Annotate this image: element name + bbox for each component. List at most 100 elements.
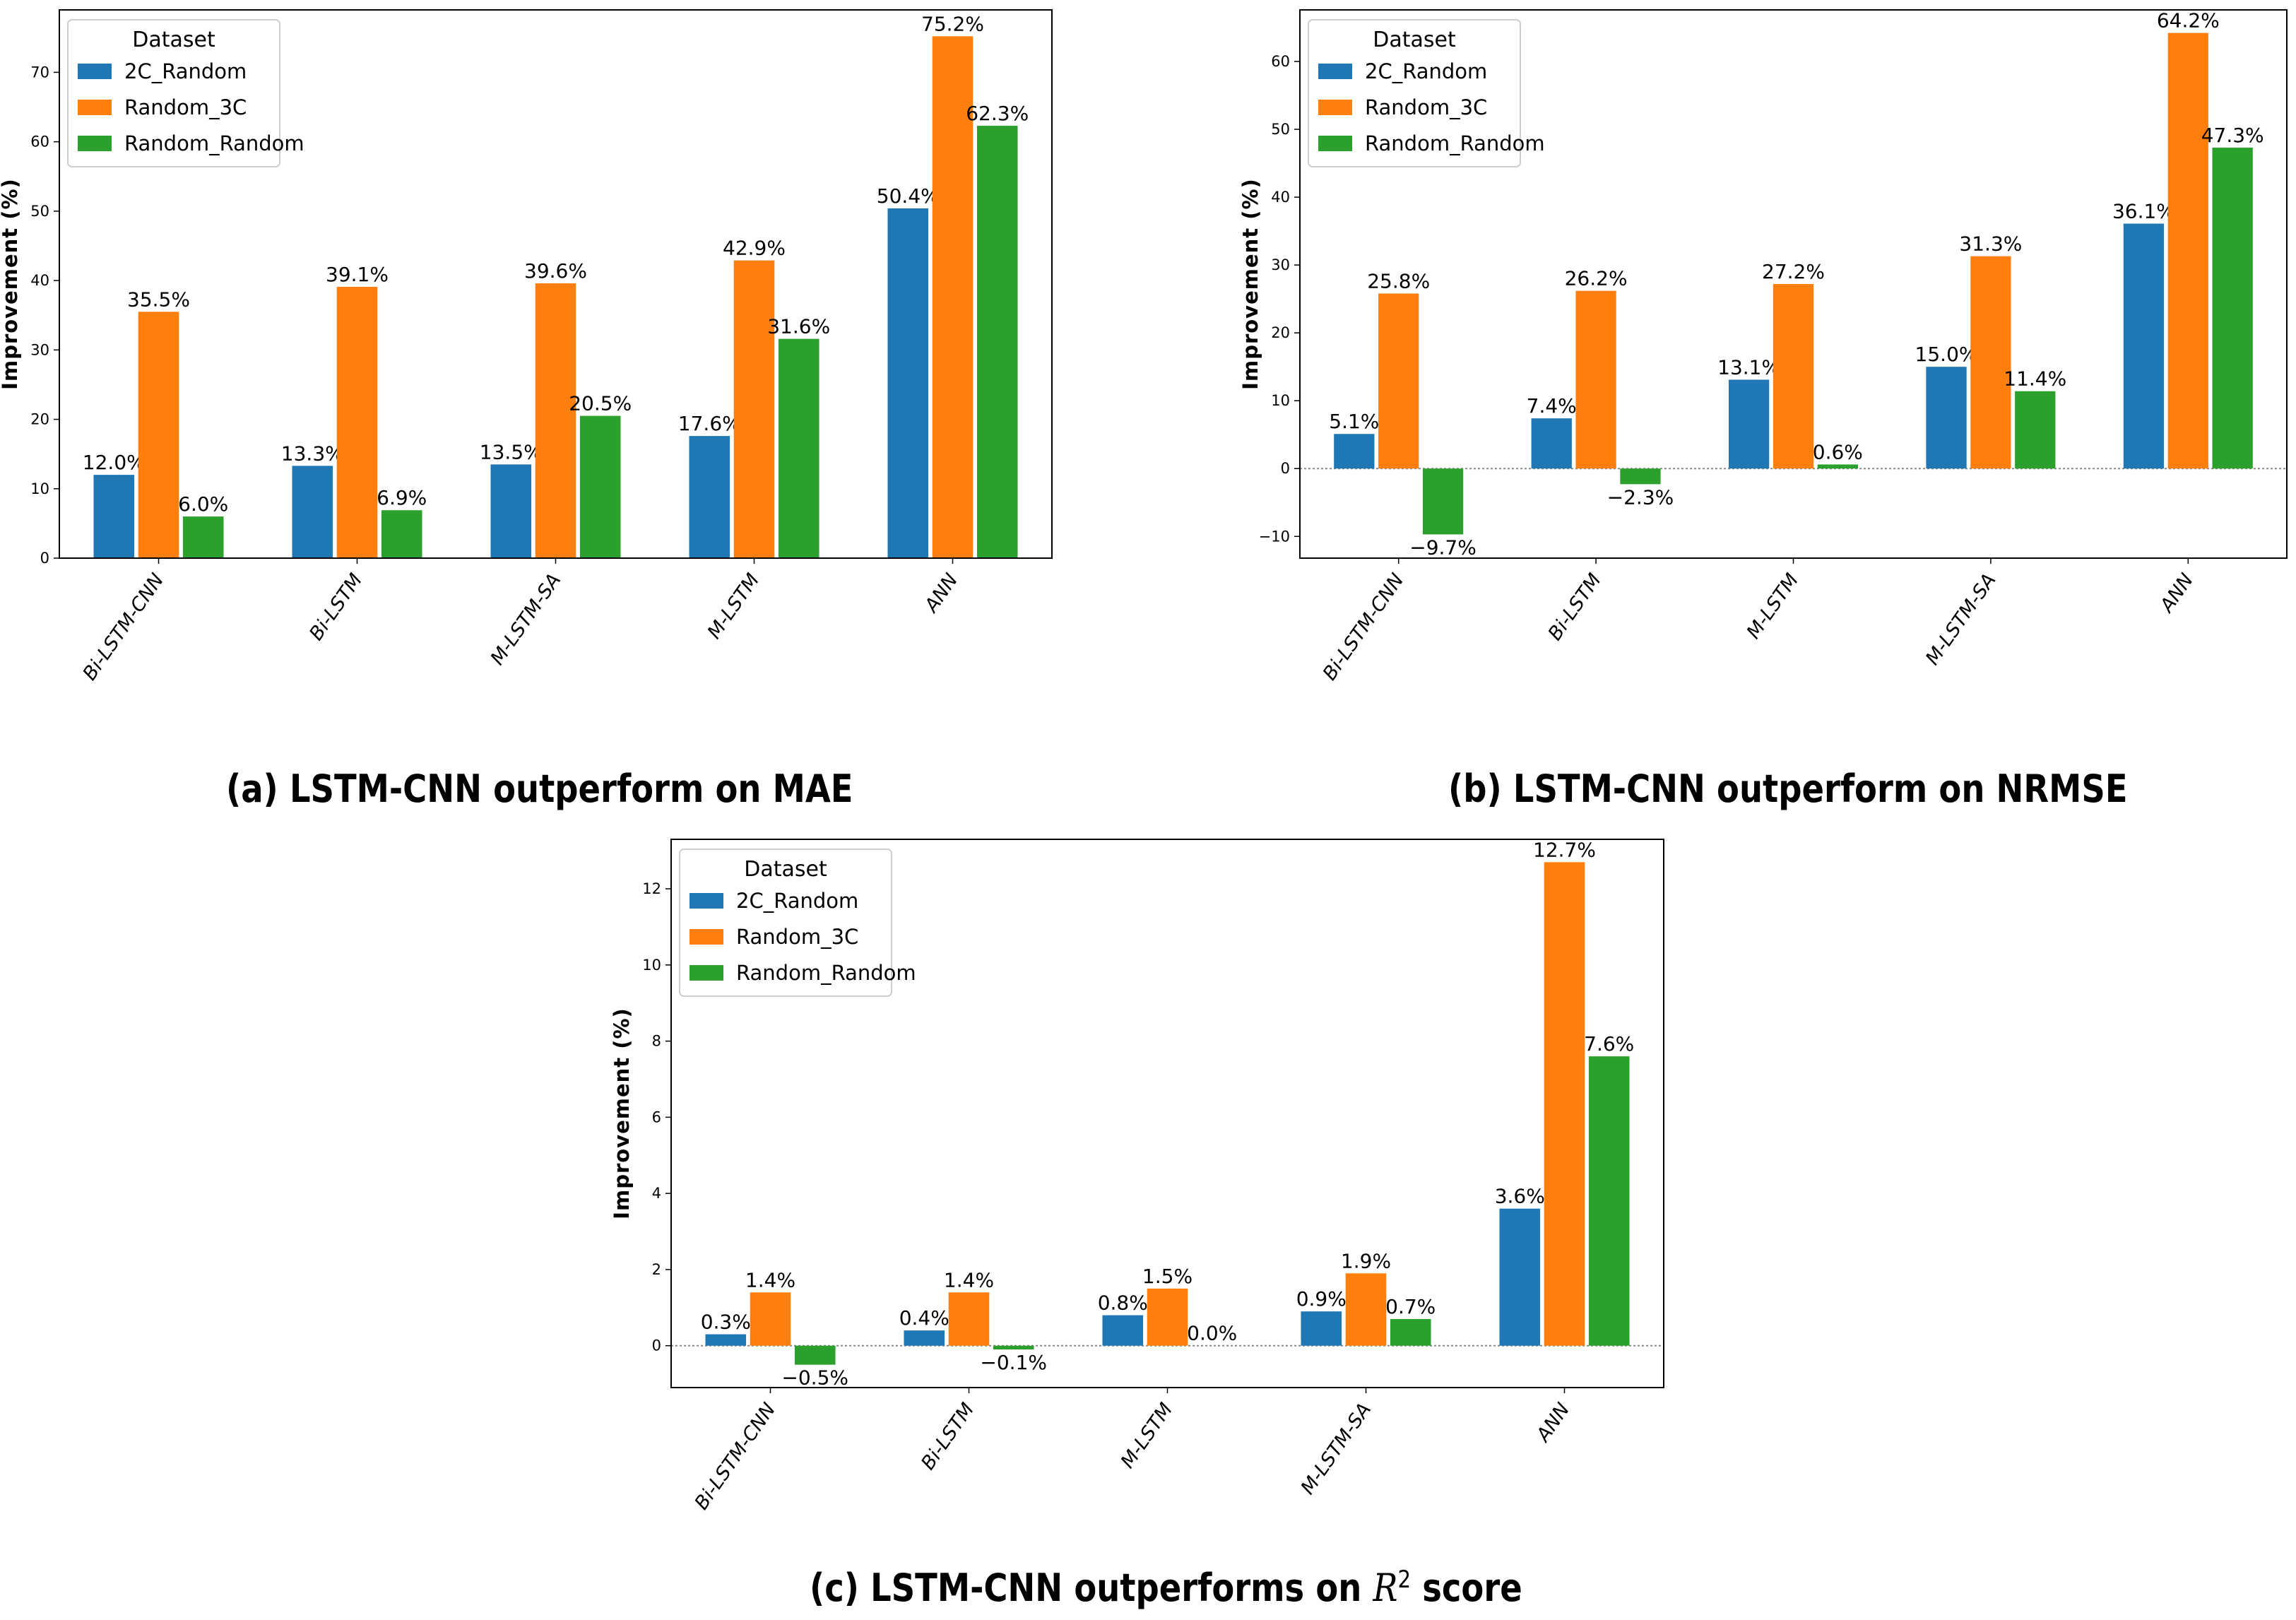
- bar-2c-random-m-lstm: [1102, 1315, 1144, 1346]
- y-tick-label: 60: [30, 134, 49, 150]
- x-category-label: Bi-LSTM: [1544, 569, 1606, 644]
- bar-2c-random-m-lstm-sa: [1926, 367, 1967, 469]
- plot-frame: [59, 9, 1053, 559]
- legend: Dataset 2C_Random Random_3C Random_Random: [67, 19, 304, 167]
- x-category-label: Bi-LSTM-CNN: [1319, 569, 1409, 685]
- bar-random-random-m-lstm: [1817, 464, 1859, 469]
- caption-r2-symbol: R: [1373, 1566, 1398, 1610]
- x-category-label: Bi-LSTM: [917, 1399, 978, 1474]
- x-category-label: ANN: [920, 569, 962, 617]
- x-category-label: M-LSTM: [704, 569, 764, 643]
- data-label-random-random-bi-lstm: −0.1%: [980, 1351, 1047, 1374]
- bar-random-3c-bi-lstm-cnn: [1378, 293, 1419, 469]
- y-axis-label: Improvement (%): [1238, 178, 1262, 390]
- bar-2c-random-ann: [887, 208, 929, 558]
- data-label-random-3c-bi-lstm: 1.4%: [944, 1268, 994, 1291]
- y-tick-label: 50: [30, 203, 49, 220]
- chart-panel-mae: 0 10 20 30 40 50 60 70 12.0% 13.3% 13.5% 17.6% 50.4%…: [0, 0, 1074, 706]
- bar-random-random-bi-lstm-cnn: [1422, 468, 1464, 535]
- legend-title: Dataset: [744, 857, 827, 882]
- y-axis-label: Improvement (%): [0, 178, 22, 390]
- x-category-label: ANN: [2155, 569, 2198, 617]
- data-label-random-3c-ann: 75.2%: [921, 12, 984, 35]
- bar-random-random-bi-lstm: [993, 1345, 1034, 1350]
- x-category-label: M-LSTM-SA: [1297, 1399, 1376, 1498]
- bar-2c-random-bi-lstm-cnn: [1334, 434, 1375, 469]
- y-tick-label: 40: [30, 272, 49, 289]
- y-tick-label: 60: [1271, 53, 1290, 70]
- legend: Dataset 2C_Random Random_3C Random_Random: [679, 849, 916, 997]
- r2-chart-svg: 0 2 4 6 8 10 12 0.3% 0.4% 0.8% 0.9% 3.6% 1.4% 1.4% 1.5…: [610, 838, 1664, 1514]
- x-category-label: M-LSTM: [1743, 569, 1804, 643]
- bar-random-random-m-lstm-sa: [579, 415, 621, 558]
- legend-item-2c-random: 2C_Random: [1365, 59, 1487, 83]
- bar-random-random-ann: [2212, 147, 2253, 469]
- legend-swatch-random-3c: [690, 929, 723, 945]
- legend-swatch-2c-random: [78, 64, 112, 79]
- data-label-random-random-m-lstm: 0.6%: [1813, 440, 1863, 463]
- bar-random-3c-ann: [2167, 32, 2208, 469]
- bar-random-3c-m-lstm-sa: [1345, 1273, 1387, 1346]
- data-label-2c-random-m-lstm-sa: 15.0%: [1915, 343, 1978, 366]
- bar-random-random-bi-lstm-cnn: [182, 516, 224, 558]
- data-label-random-3c-bi-lstm-cnn: 1.4%: [745, 1268, 795, 1291]
- bar-random-3c-ann: [1544, 862, 1585, 1346]
- y-axis-label: Improvement (%): [610, 1007, 634, 1219]
- y-tick-label: 12: [642, 880, 661, 897]
- data-label-random-3c-bi-lstm-cnn: 25.8%: [1367, 269, 1430, 292]
- bar-random-random-bi-lstm: [1620, 468, 1661, 485]
- x-category-label: Bi-LSTM-CNN: [690, 1399, 780, 1514]
- data-label-2c-random-ann: 3.6%: [1495, 1185, 1545, 1208]
- bar-2c-random-m-lstm-sa: [1301, 1311, 1342, 1346]
- bar-random-3c-bi-lstm-cnn: [750, 1292, 791, 1346]
- data-label-random-random-m-lstm-sa: 11.4%: [2004, 367, 2066, 391]
- bar-2c-random-m-lstm: [689, 436, 730, 558]
- bar-random-3c-bi-lstm: [336, 286, 378, 558]
- legend-item-2c-random: 2C_Random: [124, 59, 247, 83]
- bar-random-3c-bi-lstm-cnn: [138, 312, 179, 558]
- data-label-random-random-bi-lstm: −2.3%: [1607, 485, 1674, 509]
- data-label-random-3c-bi-lstm: 39.1%: [326, 263, 389, 286]
- x-category-label: M-LSTM-SA: [1922, 569, 2001, 669]
- legend-title: Dataset: [1373, 28, 1456, 52]
- data-label-random-3c-bi-lstm: 26.2%: [1565, 267, 1628, 290]
- caption-r2: (c) LSTM-CNN outperforms on R2 score: [810, 1566, 1522, 1610]
- bar-random-random-m-lstm-sa: [1390, 1319, 1431, 1346]
- data-label-2c-random-m-lstm: 13.1%: [1717, 355, 1780, 379]
- y-tick-label: −10: [1259, 528, 1290, 545]
- data-label-random-random-bi-lstm-cnn: −0.5%: [781, 1366, 848, 1390]
- legend-item-random-random: Random_Random: [1365, 131, 1545, 155]
- legend-swatch-random-random: [78, 136, 112, 151]
- x-category-label: Bi-LSTM-CNN: [78, 569, 168, 685]
- legend-swatch-random-random: [690, 965, 723, 981]
- data-label-random-random-m-lstm-sa: 0.7%: [1385, 1295, 1436, 1318]
- data-label-random-3c-bi-lstm-cnn: 35.5%: [127, 288, 190, 311]
- data-label-2c-random-bi-lstm-cnn: 0.3%: [701, 1311, 751, 1334]
- data-label-random-3c-m-lstm: 1.5%: [1142, 1265, 1193, 1288]
- y-tick-label: 20: [1271, 324, 1290, 341]
- legend-box: [679, 849, 892, 997]
- bar-2c-random-bi-lstm: [292, 466, 333, 558]
- data-label-random-3c-m-lstm: 27.2%: [1762, 260, 1825, 283]
- legend-swatch-random-3c: [1318, 100, 1352, 115]
- data-label-random-random-m-lstm: 0.0%: [1187, 1322, 1237, 1345]
- bar-random-3c-ann: [932, 36, 974, 558]
- y-tick-label: 10: [1271, 392, 1290, 409]
- y-tick-label: 50: [1271, 121, 1290, 138]
- legend-box: [67, 19, 280, 167]
- bar-2c-random-m-lstm: [1728, 379, 1770, 469]
- x-category-label: M-LSTM-SA: [487, 569, 566, 669]
- bar-random-random-ann: [976, 126, 1018, 558]
- data-label-random-3c-m-lstm-sa: 31.3%: [1959, 232, 2022, 256]
- bar-random-random-bi-lstm: [381, 510, 422, 558]
- data-label-random-3c-ann: 12.7%: [1533, 838, 1596, 861]
- legend-swatch-2c-random: [690, 893, 723, 909]
- legend-item-2c-random: 2C_Random: [736, 889, 858, 913]
- bar-random-random-m-lstm-sa: [2015, 391, 2056, 469]
- data-label-2c-random-bi-lstm: 7.4%: [1527, 394, 1577, 418]
- legend-item-random-random: Random_Random: [736, 961, 916, 985]
- data-label-2c-random-m-lstm-sa: 0.9%: [1296, 1287, 1347, 1311]
- data-label-2c-random-ann: 50.4%: [877, 184, 940, 208]
- data-label-2c-random-m-lstm-sa: 13.5%: [480, 440, 543, 463]
- y-tick-label: 40: [1271, 189, 1290, 206]
